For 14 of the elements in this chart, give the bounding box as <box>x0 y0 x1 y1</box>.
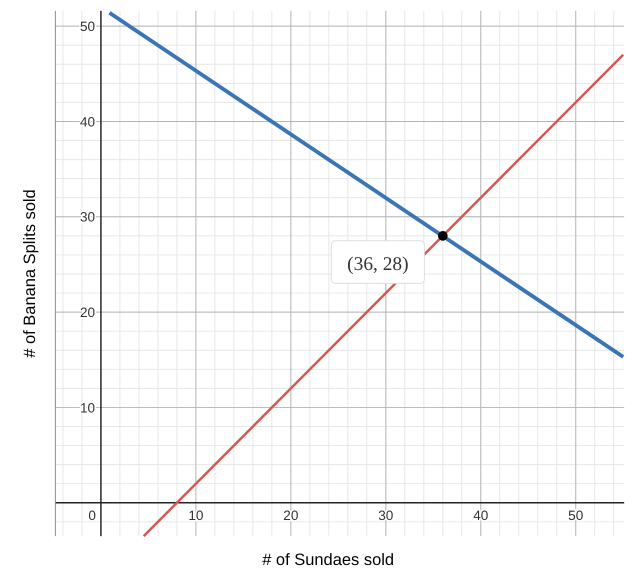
y-tick-label: 50 <box>80 19 96 34</box>
x-tick-label: 50 <box>568 508 584 524</box>
y-axis-title: # of Banana Splits sold <box>21 189 39 358</box>
x-tick-label: 30 <box>378 508 394 524</box>
annotation: (36, 28) <box>347 254 409 275</box>
y-tick-label: 30 <box>80 210 96 225</box>
x-tick-label: 40 <box>473 508 488 524</box>
y-tick-label: 40 <box>80 114 96 130</box>
x-tick-label: 10 <box>188 508 204 524</box>
y-tick-label: 10 <box>80 400 96 416</box>
x-axis-title: # of Sundaes sold <box>262 551 394 570</box>
x-tick-label: 20 <box>283 508 298 524</box>
x-tick-label: 0 <box>88 508 96 524</box>
y-tick-label: 20 <box>80 304 96 320</box>
